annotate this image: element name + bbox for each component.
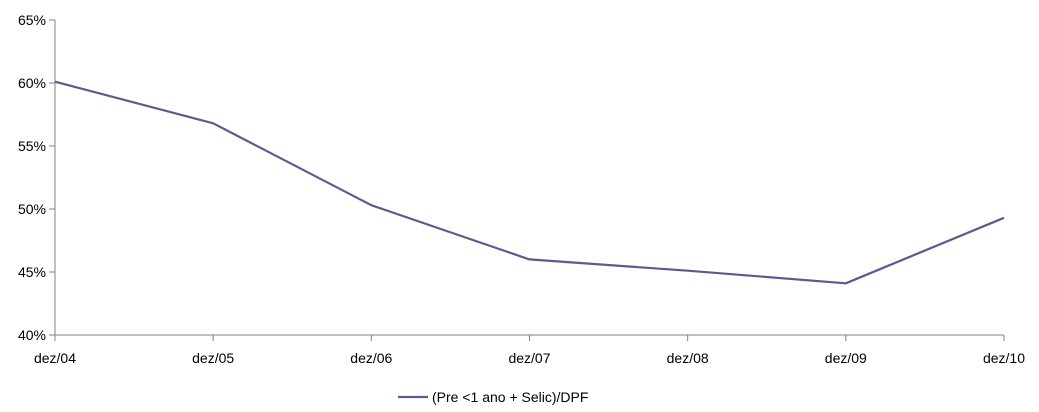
x-tick-label: dez/09	[825, 350, 867, 366]
legend-label: (Pre <1 ano + Selic)/DPF	[432, 389, 588, 405]
y-axis: 40% 45% 50% 55% 60% 65%	[18, 12, 55, 343]
y-tick-label: 65%	[18, 12, 46, 28]
y-tick-label: 55%	[18, 138, 46, 154]
y-tick-label: 60%	[18, 75, 46, 91]
series-line	[55, 82, 1004, 284]
legend: (Pre <1 ano + Selic)/DPF	[398, 389, 588, 405]
y-tick-label: 50%	[18, 201, 46, 217]
x-tick-label: dez/06	[350, 350, 392, 366]
x-axis: dez/04 dez/05 dez/06 dez/07 dez/08 dez/09 dez/…	[34, 335, 1025, 366]
x-tick-label: dez/10	[983, 350, 1025, 366]
x-tick-label: dez/04	[34, 350, 76, 366]
x-tick-label: dez/07	[508, 350, 550, 366]
y-tick-label: 45%	[18, 264, 46, 280]
y-tick-label: 40%	[18, 327, 46, 343]
x-tick-label: dez/05	[192, 350, 234, 366]
series-group	[55, 82, 1004, 284]
x-tick-label: dez/08	[667, 350, 709, 366]
